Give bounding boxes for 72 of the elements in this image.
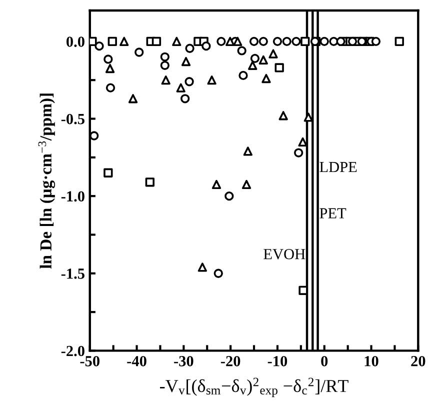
ref-line-label: LDPE (320, 162, 357, 172)
y-tick-label: -1.5 (61, 268, 84, 279)
point (184, 77, 194, 86)
point (160, 60, 170, 70)
point (292, 36, 301, 46)
x-tick-label: -20 (220, 356, 240, 366)
point (242, 180, 252, 190)
point (282, 36, 292, 46)
ref-line-label: EVOH (264, 249, 306, 260)
point (237, 46, 246, 56)
point (300, 36, 310, 46)
y-tick-label: 0.0 (66, 36, 84, 47)
point (226, 36, 235, 46)
point (180, 94, 190, 104)
point (198, 262, 208, 272)
point (120, 36, 129, 46)
point (161, 76, 170, 85)
point (233, 36, 242, 46)
point (128, 94, 138, 104)
point (106, 83, 116, 92)
point (336, 36, 346, 46)
point (207, 76, 216, 85)
point (262, 74, 271, 84)
x-tick-label: 20 (411, 356, 426, 366)
point (202, 41, 211, 51)
point (249, 36, 259, 46)
y-tick-label: -2.0 (61, 346, 84, 356)
point (371, 36, 381, 46)
point (172, 36, 182, 46)
point (181, 56, 191, 66)
point (298, 137, 308, 147)
x-tick-label: 10 (364, 356, 378, 366)
point (104, 168, 113, 178)
point (272, 36, 282, 46)
point (320, 36, 329, 46)
point (94, 41, 104, 51)
point (258, 36, 268, 46)
point (145, 178, 154, 187)
x-tick-label: -10 (268, 356, 288, 366)
y-tick-label: -0.5 (61, 114, 84, 124)
ref-line-label: PET (320, 208, 346, 218)
point (105, 64, 115, 74)
point (152, 36, 162, 46)
y-tick-label: -1.0 (61, 191, 84, 202)
point (214, 268, 223, 278)
y-axis-title: ln De [ln (μg·cm$^{−3}$/ppm)] (38, 94, 56, 269)
point (104, 54, 113, 64)
point (278, 111, 288, 120)
point (134, 48, 144, 57)
point (248, 60, 258, 70)
x-tick-label: -40 (127, 356, 146, 366)
point (258, 55, 268, 65)
point (160, 52, 170, 62)
point (394, 36, 404, 46)
x-tick-label: -30 (174, 356, 194, 366)
point (176, 83, 186, 92)
point (185, 44, 194, 53)
point (243, 146, 252, 156)
text: -V$_{v}$[(δ$_{sm}$−δ$_{v}$)$^{2}$$_{exp}$ −δ$_{c}$$^{2}$]/RT (160, 378, 348, 398)
point (238, 70, 248, 80)
point (329, 36, 338, 46)
point (274, 63, 284, 72)
x-tick-label: 0 (321, 356, 328, 366)
point (304, 112, 313, 122)
x-tick-label: -50 (80, 356, 100, 366)
point (216, 36, 226, 46)
point (294, 148, 304, 158)
point (224, 191, 234, 201)
point (250, 54, 260, 64)
point (108, 36, 117, 46)
point (212, 180, 222, 190)
point (268, 49, 278, 58)
